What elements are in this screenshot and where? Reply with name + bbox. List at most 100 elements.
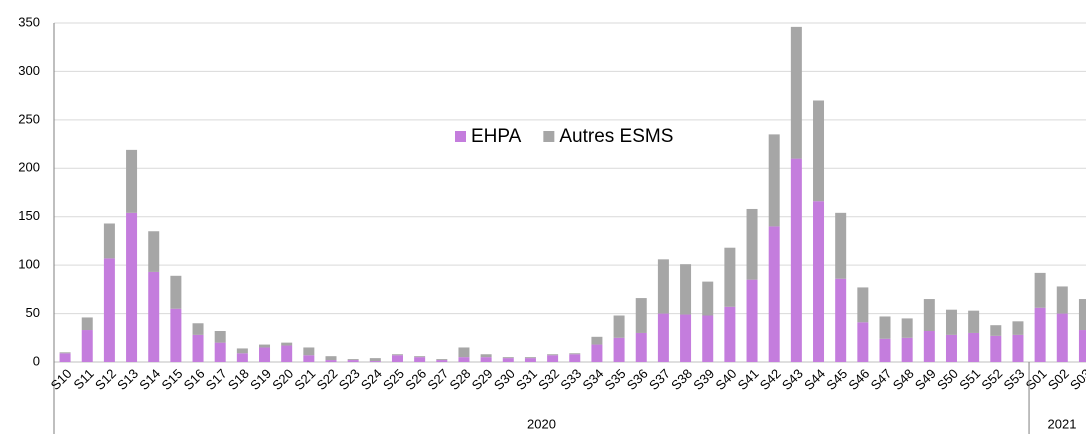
bar-segment <box>458 347 470 358</box>
bar-segment <box>768 134 780 227</box>
x-tick-label: S01 <box>1023 366 1050 393</box>
bar-segment <box>702 281 714 316</box>
x-tick-label: S23 <box>336 366 363 393</box>
x-tick-label: S29 <box>469 366 496 393</box>
y-tick-label: 150 <box>18 208 40 223</box>
bar-segment <box>214 342 226 362</box>
bar-segment <box>657 259 669 314</box>
x-tick-label: S26 <box>402 366 429 393</box>
bar-segment <box>1034 272 1046 308</box>
legend-swatch <box>543 131 555 142</box>
bar-segment <box>879 316 891 339</box>
bar-segment <box>923 299 935 332</box>
bar-segment <box>746 208 758 280</box>
bar-segment <box>857 287 869 323</box>
x-tick-label: S16 <box>181 366 208 393</box>
bar-segment <box>990 325 1002 336</box>
x-tick-label: S46 <box>845 366 872 393</box>
x-tick-label: S12 <box>92 366 119 393</box>
x-tick-label: S36 <box>624 366 651 393</box>
x-tick-label: S17 <box>203 366 230 393</box>
bar-segment <box>901 337 913 362</box>
bar-segment <box>968 332 980 362</box>
x-tick-label: S19 <box>247 366 274 393</box>
bar-segment <box>103 258 115 362</box>
x-tick-label: S38 <box>668 366 695 393</box>
y-tick-label: 50 <box>26 305 40 320</box>
y-tick-label: 350 <box>18 14 40 29</box>
x-tick-label: S41 <box>735 366 762 393</box>
x-tick-label: S03 <box>1067 366 1086 393</box>
bar-segment <box>591 336 603 345</box>
x-tick-label: S42 <box>757 366 784 393</box>
bar-segment <box>391 354 403 356</box>
bar-segment <box>724 247 736 307</box>
bar-segment <box>436 359 448 361</box>
bar-segment <box>968 310 980 333</box>
bar-segment <box>414 356 426 358</box>
bar-segment <box>635 332 647 362</box>
bar-segment <box>1012 321 1024 335</box>
bar-segment <box>126 212 138 362</box>
bar-segment <box>613 315 625 338</box>
x-tick-label: S50 <box>934 366 961 393</box>
bar-segment <box>835 212 847 279</box>
legend-text: Autres ESMS <box>559 126 673 147</box>
x-tick-label: S39 <box>690 366 717 393</box>
bar-segment <box>524 357 536 359</box>
x-tick-label: S40 <box>712 366 739 393</box>
x-tick-label: S27 <box>424 366 451 393</box>
bar-segment <box>680 314 692 362</box>
x-tick-label: S33 <box>557 366 584 393</box>
bar-segment <box>813 100 825 202</box>
bar-segment <box>148 271 160 362</box>
bar-segment <box>325 356 337 361</box>
bar-segment <box>680 264 692 315</box>
bar-segment <box>81 317 93 331</box>
bar-segment <box>236 353 248 362</box>
bar-segment <box>923 331 935 362</box>
x-tick-label: S35 <box>602 366 629 393</box>
bar-segment <box>81 330 93 362</box>
x-tick-label: S52 <box>978 366 1005 393</box>
bar-segment <box>591 344 603 362</box>
x-tick-label: S10 <box>48 366 75 393</box>
bar-segment <box>547 355 559 362</box>
bar-segment <box>480 354 492 358</box>
bar-segment <box>569 354 581 362</box>
bar-segment <box>126 149 138 213</box>
bar-segment <box>192 323 204 335</box>
bar-segment <box>369 358 381 362</box>
bar-segment <box>391 355 403 362</box>
x-tick-label: S15 <box>158 366 185 393</box>
x-tick-label: S53 <box>1001 366 1028 393</box>
bar-segment <box>657 313 669 362</box>
x-tick-label: S28 <box>447 366 474 393</box>
bar-segment <box>369 361 381 362</box>
x-tick-label: S47 <box>868 366 895 393</box>
y-tick-label: 250 <box>18 111 40 126</box>
x-tick-label: S44 <box>801 366 828 393</box>
bar-segment <box>458 357 470 362</box>
bar-segment <box>1078 299 1086 331</box>
bar-segment <box>857 322 869 362</box>
bar-segment <box>813 201 825 362</box>
bar-segment <box>236 348 248 354</box>
x-tick-label: S22 <box>314 366 341 393</box>
bar-segment <box>103 223 115 259</box>
bar-segment <box>702 315 714 362</box>
bar-segment <box>835 278 847 362</box>
y-tick-label: 100 <box>18 257 40 272</box>
x-tick-label: S34 <box>580 366 607 393</box>
bar-segment <box>259 344 271 348</box>
bar-segment <box>303 355 315 362</box>
bar-segment <box>148 231 160 272</box>
x-tick-label: S24 <box>358 366 385 393</box>
x-tick-label: S51 <box>956 366 983 393</box>
bar-segment <box>303 347 315 356</box>
x-tick-label: S21 <box>291 366 318 393</box>
y-tick-label: 200 <box>18 160 40 175</box>
x-tick-label: S02 <box>1045 366 1072 393</box>
bar-segment <box>281 342 293 346</box>
bar-segment <box>1056 313 1068 362</box>
